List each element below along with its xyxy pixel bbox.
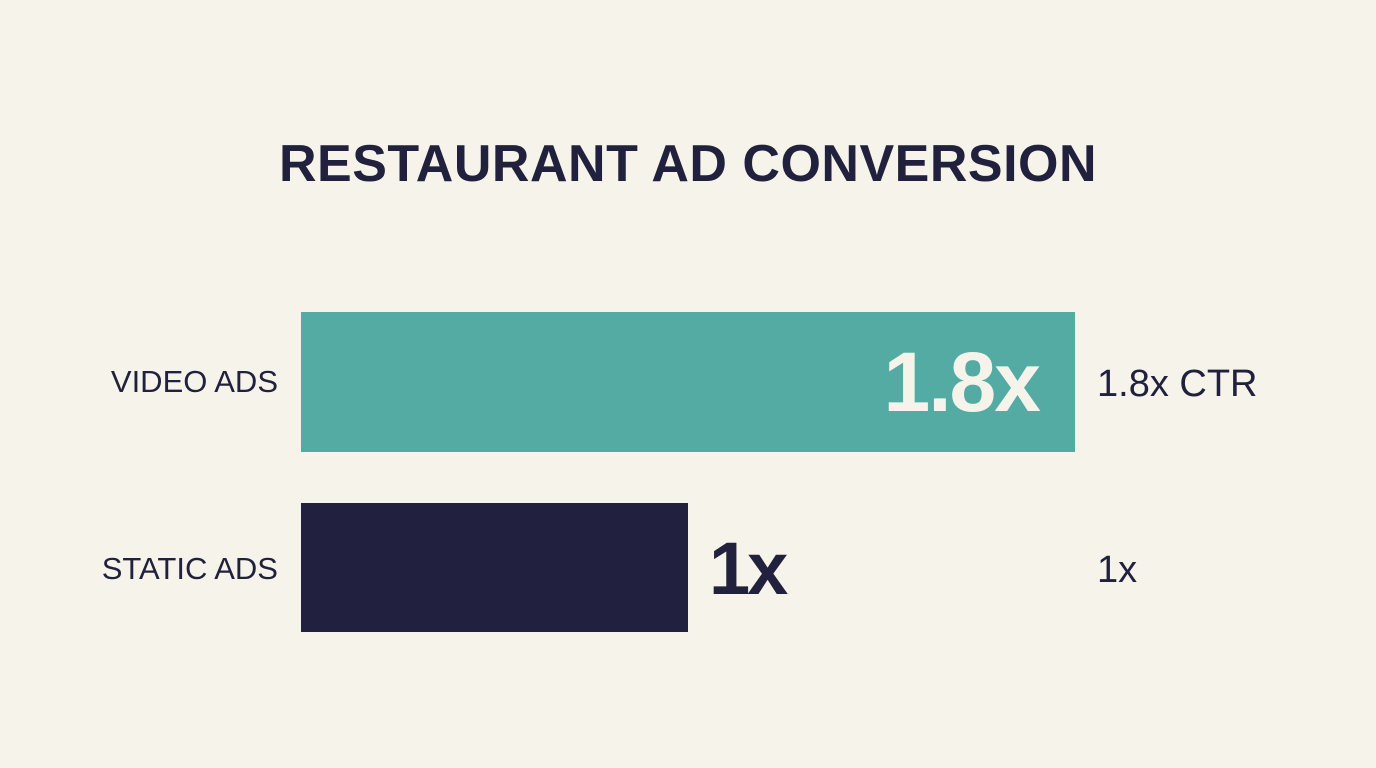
bar-value-static-ads: 1x bbox=[709, 527, 788, 610]
bar-value-video-ads: 1.8x bbox=[883, 335, 1041, 429]
category-label-static-ads: STATIC ADS bbox=[101, 551, 278, 586]
category-label-video-ads: VIDEO ADS bbox=[110, 364, 278, 399]
side-label-video-ads: 1.8x CTR bbox=[1097, 363, 1258, 405]
bar-static-ads bbox=[301, 503, 688, 632]
chart-title: RESTAURANT AD CONVERSION bbox=[278, 135, 1098, 193]
side-label-static-ads: 1x bbox=[1097, 549, 1138, 591]
bar-video-ads: 1.8x bbox=[301, 312, 1075, 452]
